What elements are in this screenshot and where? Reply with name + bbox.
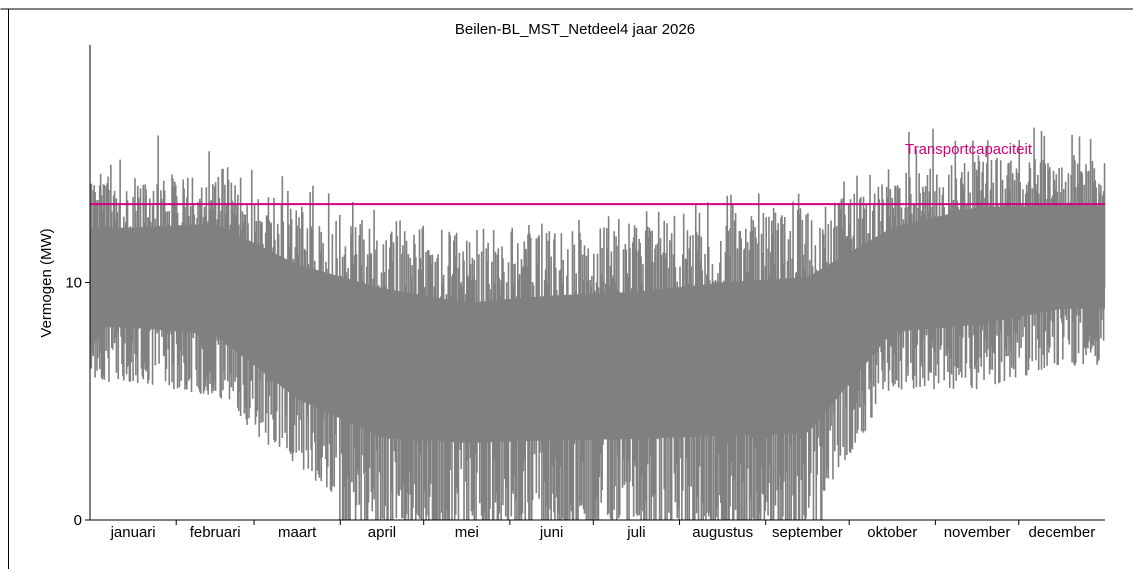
y-tick-label-1: 10: [65, 275, 82, 292]
series-core-band-0: [90, 205, 1105, 443]
x-tick-label-juli: juli: [626, 524, 645, 541]
transportcapaciteit-label: Transportcapaciteit: [905, 141, 1033, 158]
x-tick-label-oktober: oktober: [867, 524, 917, 541]
x-tick-label-augustus: augustus: [692, 524, 753, 541]
x-tick-label-juni: juni: [539, 524, 563, 541]
x-tick-label-mei: mei: [455, 524, 479, 541]
x-tick-label-februari: februari: [190, 524, 241, 541]
y-axis-label: Vermogen (MW): [38, 228, 55, 337]
x-tick-label-april: april: [368, 524, 396, 541]
x-tick-label-januari: januari: [110, 524, 156, 541]
x-ticks: januari februari maart april mei juni juli augu…: [110, 520, 1096, 541]
x-tick-label-maart: maart: [278, 524, 317, 541]
x-tick-label-december: december: [1029, 524, 1096, 541]
y-ticks: 0 10: [65, 275, 90, 529]
reference-line-layer: Transportcapaciteit: [90, 141, 1105, 206]
chart-title: Beilen-BL_MST_Netdeel4 jaar 2026: [455, 21, 695, 38]
x-tick-label-november: november: [944, 524, 1011, 541]
y-tick-label-0: 0: [74, 512, 82, 529]
x-tick-label-september: september: [772, 524, 843, 541]
